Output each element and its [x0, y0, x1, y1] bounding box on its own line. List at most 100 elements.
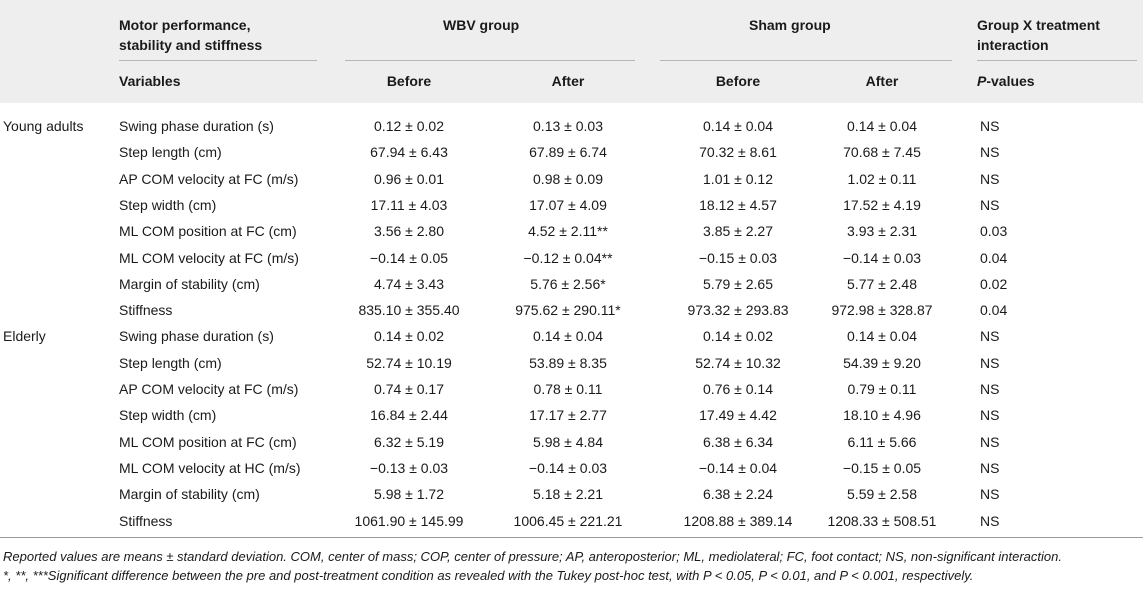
header-sham-group: Sham group — [749, 17, 831, 33]
cell-wbv-before: 67.94 ± 6.43 — [370, 144, 448, 160]
cell-variable: AP COM velocity at FC (m/s) — [119, 381, 299, 397]
header-wbv-group: WBV group — [443, 17, 520, 33]
cell-sham-before: 0.14 ± 0.04 — [703, 118, 773, 134]
cell-wbv-after: 0.13 ± 0.03 — [533, 118, 603, 134]
cell-wbv-after: 17.17 ± 2.77 — [529, 407, 607, 423]
cell-p-value: NS — [980, 434, 1000, 450]
cell-sham-after: 1.02 ± 0.11 — [847, 171, 917, 187]
header-interaction-line2: interaction — [977, 37, 1049, 53]
cell-p-value: NS — [980, 355, 1000, 371]
cell-sham-after: 0.79 ± 0.11 — [847, 381, 917, 397]
table-bottom-rule — [0, 537, 1143, 538]
header-wbv-before: Before — [386, 73, 432, 89]
cell-sham-after: 5.59 ± 2.58 — [847, 486, 917, 502]
cell-sham-after: 70.68 ± 7.45 — [843, 144, 921, 160]
cell-sham-after: 1208.33 ± 508.51 — [827, 513, 937, 529]
cell-wbv-after: 975.62 ± 290.11* — [515, 302, 621, 318]
cell-wbv-before: 52.74 ± 10.19 — [366, 355, 452, 371]
group-label: Elderly — [3, 328, 46, 344]
cell-sham-after: 0.14 ± 0.04 — [847, 328, 917, 344]
cell-p-value: NS — [980, 381, 1000, 397]
cell-sham-after: 0.14 ± 0.04 — [847, 118, 917, 134]
cell-wbv-before: 5.98 ± 1.72 — [374, 486, 444, 502]
cell-wbv-after: −0.14 ± 0.03 — [528, 460, 608, 476]
cell-sham-before: 70.32 ± 8.61 — [699, 144, 777, 160]
cell-sham-after: 3.93 ± 2.31 — [847, 223, 917, 239]
cell-wbv-after: 0.14 ± 0.04 — [533, 328, 603, 344]
cell-wbv-before: 0.96 ± 0.01 — [374, 171, 444, 187]
cell-sham-before: 6.38 ± 6.34 — [703, 434, 773, 450]
cell-sham-after: 972.98 ± 328.87 — [831, 302, 933, 318]
cell-sham-before: 973.32 ± 293.83 — [687, 302, 789, 318]
cell-wbv-after: 5.98 ± 4.84 — [533, 434, 603, 450]
header-variables: Variables — [119, 73, 181, 89]
cell-sham-after: −0.15 ± 0.05 — [842, 460, 922, 476]
cell-sham-before: −0.14 ± 0.04 — [698, 460, 778, 476]
cell-variable: ML COM velocity at HC (m/s) — [119, 460, 301, 476]
cell-variable: Step width (cm) — [119, 407, 217, 423]
cell-sham-after: 17.52 ± 4.19 — [843, 197, 921, 213]
header-interaction-line1: Group X treatment — [977, 17, 1100, 33]
cell-p-value: NS — [980, 118, 1000, 134]
cell-wbv-before: −0.13 ± 0.03 — [369, 460, 449, 476]
cell-sham-after: 5.77 ± 2.48 — [847, 276, 917, 292]
cell-sham-after: −0.14 ± 0.03 — [842, 250, 922, 266]
cell-variable: ML COM position at FC (cm) — [119, 434, 297, 450]
rule-motor — [119, 60, 317, 61]
header-sham-before: Before — [715, 73, 761, 89]
cell-wbv-after: 5.18 ± 2.21 — [533, 486, 603, 502]
cell-p-value: NS — [980, 328, 1000, 344]
cell-sham-after: 54.39 ± 9.20 — [843, 355, 921, 371]
cell-variable: Stiffness — [119, 513, 173, 529]
cell-p-value: NS — [980, 486, 1000, 502]
footnote-abbreviations: Reported values are means ± standard dev… — [3, 549, 1062, 564]
cell-wbv-after: 1006.45 ± 221.21 — [513, 513, 623, 529]
cell-wbv-after: −0.12 ± 0.04** — [523, 250, 613, 266]
cell-wbv-before: 4.74 ± 3.43 — [374, 276, 444, 292]
cell-variable: ML COM velocity at FC (m/s) — [119, 250, 299, 266]
cell-sham-before: 0.14 ± 0.02 — [703, 328, 773, 344]
cell-p-value: 0.04 — [980, 250, 1008, 266]
cell-p-value: NS — [980, 144, 1000, 160]
cell-sham-before: 52.74 ± 10.32 — [695, 355, 781, 371]
cell-wbv-before: 16.84 ± 2.44 — [370, 407, 448, 423]
cell-wbv-after: 4.52 ± 2.11** — [528, 223, 608, 239]
cell-sham-before: 17.49 ± 4.42 — [699, 407, 777, 423]
cell-sham-before: 1208.88 ± 389.14 — [683, 513, 793, 529]
cell-wbv-before: 0.14 ± 0.02 — [374, 328, 444, 344]
footnote-significance: *, **, ***Significant difference between… — [3, 568, 974, 583]
cell-sham-before: 6.38 ± 2.24 — [703, 486, 773, 502]
cell-sham-before: 1.01 ± 0.12 — [703, 171, 773, 187]
rule-sham — [660, 60, 952, 61]
cell-wbv-before: 17.11 ± 4.03 — [370, 197, 448, 213]
cell-p-value: NS — [980, 171, 1000, 187]
cell-p-value: 0.03 — [980, 223, 1008, 239]
cell-sham-before: 0.76 ± 0.14 — [703, 381, 773, 397]
rule-wbv — [345, 60, 635, 61]
cell-p-value: 0.04 — [980, 302, 1008, 318]
cell-sham-before: 3.85 ± 2.27 — [703, 223, 773, 239]
header-motor-performance-line2: stability and stiffness — [119, 37, 263, 53]
cell-wbv-after: 67.89 ± 6.74 — [529, 144, 607, 160]
cell-variable: ML COM position at FC (cm) — [119, 223, 297, 239]
rule-interaction — [977, 60, 1137, 61]
cell-wbv-before: 1061.90 ± 145.99 — [354, 513, 464, 529]
cell-p-value: NS — [980, 197, 1000, 213]
cell-variable: Step length (cm) — [119, 355, 222, 371]
cell-wbv-before: 6.32 ± 5.19 — [374, 434, 444, 450]
cell-variable: Margin of stability (cm) — [119, 276, 260, 292]
header-motor-performance-line1: Motor performance, — [119, 17, 251, 33]
cell-wbv-after: 53.89 ± 8.35 — [529, 355, 607, 371]
cell-wbv-after: 0.78 ± 0.11 — [533, 381, 603, 397]
cell-variable: Swing phase duration (s) — [119, 118, 274, 134]
cell-wbv-before: 0.12 ± 0.02 — [374, 118, 444, 134]
cell-p-value: NS — [980, 407, 1000, 423]
cell-wbv-before: 3.56 ± 2.80 — [374, 223, 444, 239]
cell-p-value: NS — [980, 513, 1000, 529]
cell-wbv-before: −0.14 ± 0.05 — [369, 250, 449, 266]
header-wbv-after: After — [551, 73, 585, 89]
cell-variable: Stiffness — [119, 302, 173, 318]
cell-wbv-before: 835.10 ± 355.40 — [358, 302, 460, 318]
cell-wbv-after: 0.98 ± 0.09 — [533, 171, 603, 187]
